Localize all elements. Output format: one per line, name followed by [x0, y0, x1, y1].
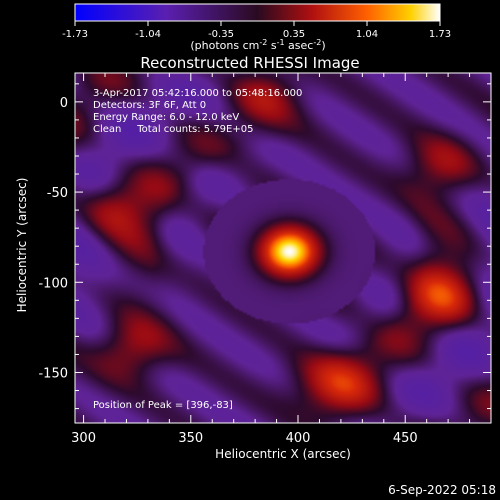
- colorbar-tick-label: -1.73: [62, 29, 88, 40]
- x-tick-label: 300: [71, 431, 96, 446]
- colorbar: -1.73 -1.04 -0.35 0.35 1.04 1.73 (photons cm-…: [62, 3, 451, 52]
- x-axis-label: Heliocentric X (arcsec): [215, 447, 351, 461]
- heatmap-raster: [75, 73, 491, 423]
- colorbar-gradient: [74, 3, 441, 22]
- plot-axes: 300 350 400 450 0 -50 -100 -150: [38, 72, 492, 446]
- colorbar-tick-label: 0.35: [283, 29, 305, 40]
- colorbar-tick-label: -0.35: [208, 29, 234, 40]
- y-tick-label: -50: [47, 186, 68, 201]
- chart-title: Reconstructed RHESSI Image: [140, 54, 359, 72]
- colorbar-tick-label: 1.73: [429, 29, 451, 40]
- y-tick-label: -100: [38, 276, 68, 291]
- plot-frame: [74, 72, 492, 424]
- y-axis-label: Heliocentric Y (arcsec): [15, 178, 29, 313]
- annotation-energy-range: Energy Range: 6.0 - 12.0 keV: [93, 112, 239, 123]
- y-tick-label: 0: [60, 96, 68, 111]
- footer-timestamp: 6-Sep-2022 05:18: [388, 483, 496, 497]
- heatmap-image: [75, 73, 491, 423]
- colorbar-tick-label: -1.04: [135, 29, 161, 40]
- y-tick-label: -150: [38, 366, 68, 381]
- colorbar-tick-label: 1.04: [356, 29, 378, 40]
- x-tick-label: 450: [393, 431, 418, 446]
- x-tick-label: 350: [178, 431, 203, 446]
- annotation-clean-counts: Clean Total counts: 5.79E+05: [93, 124, 253, 135]
- annotation-detectors: Detectors: 3F 6F, Att 0: [93, 100, 206, 111]
- annotation-time-range: 3-Apr-2017 05:42:16.000 to 05:48:16.000: [93, 88, 302, 99]
- colorbar-unit: (photons cm-2 s-1 asec-2): [190, 38, 325, 52]
- peak-position-label: Position of Peak = [396,-83]: [93, 400, 233, 411]
- x-tick-label: 400: [286, 431, 311, 446]
- annotation-block: 3-Apr-2017 05:42:16.000 to 05:48:16.000 …: [93, 88, 302, 135]
